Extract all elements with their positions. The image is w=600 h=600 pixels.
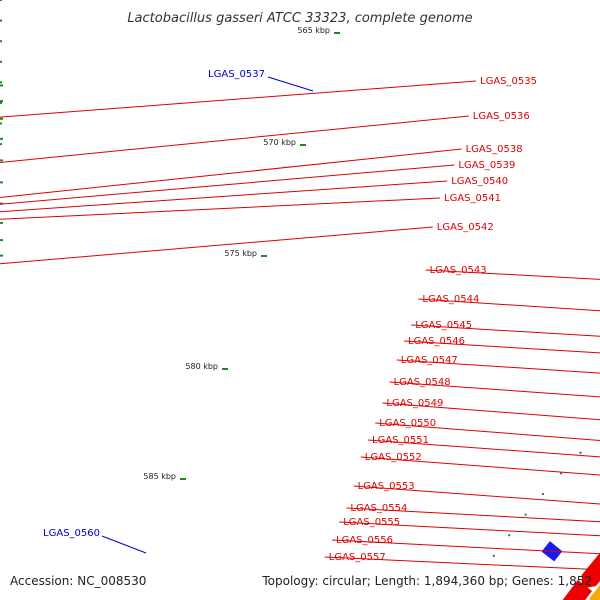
forward-gene-arrow (581, 552, 600, 589)
label-line (418, 298, 600, 312)
scale-tick (222, 368, 228, 370)
label-line (403, 340, 600, 354)
gene-labels: LGAS_0535 LGAS_0536 LGAS_0538 LGAS_0539 LGAS… (43, 69, 537, 563)
gc-tick (0, 239, 3, 242)
label-line (0, 226, 433, 265)
gene-label-lgas_0538[interactable]: LGAS_0538 (466, 144, 523, 155)
map-title: Lactobacillus gasseri ATCC 33323, comple… (127, 11, 472, 26)
label-line (353, 485, 600, 505)
gc-tick (0, 0, 2, 1)
gc-tick (0, 181, 3, 184)
gene-label-lgas_0544[interactable]: LGAS_0544 (422, 294, 479, 305)
gc-tick (0, 81, 2, 84)
cog-block (587, 583, 600, 600)
scale-label: 570 kbp (263, 138, 296, 147)
gc-tick (508, 534, 511, 537)
gc-tick (541, 493, 544, 495)
scale-tick (334, 32, 340, 34)
scale-tick (300, 144, 306, 146)
label-line (367, 439, 600, 458)
cog-track (588, 268, 600, 600)
gc-tick (0, 84, 3, 87)
label-line (346, 507, 600, 523)
gene-label-lgas_0556[interactable]: LGAS_0556 (336, 535, 393, 546)
label-line (0, 115, 469, 163)
label-line (360, 456, 600, 476)
gc-tick (0, 40, 2, 43)
gc-tick (0, 137, 3, 140)
gc-tick (579, 451, 582, 454)
gene-label-lgas_0551[interactable]: LGAS_0551 (372, 435, 429, 446)
gc-tick (524, 513, 527, 516)
label-line (0, 197, 441, 220)
gene-label-lgas_0546[interactable]: LGAS_0546 (408, 336, 465, 347)
label-line (382, 402, 600, 421)
label-line (0, 148, 462, 198)
gene-label-lgas_0541[interactable]: LGAS_0541 (444, 193, 501, 204)
gene-label-lgas_0557[interactable]: LGAS_0557 (329, 552, 386, 563)
gene-label-lgas_0550[interactable]: LGAS_0550 (379, 418, 436, 429)
gene-label-lgas_0549[interactable]: LGAS_0549 (386, 398, 443, 409)
gene-label-lgas_0543[interactable]: LGAS_0543 (430, 265, 487, 276)
gc-tick (0, 117, 3, 120)
label-line (339, 521, 600, 537)
label-lines (0, 76, 600, 571)
scale-label: 580 kbp (185, 362, 218, 371)
gc-tick (560, 472, 563, 475)
topology-text: Topology: circular; Length: 1,894,360 bp… (262, 574, 592, 588)
label-line (324, 556, 600, 571)
label-line (389, 381, 600, 398)
gene-label-lgas_0553[interactable]: LGAS_0553 (358, 481, 415, 492)
label-line (101, 535, 147, 554)
accession-text: Accession: NC_008530 (10, 574, 147, 588)
gene-label-lgas_0540[interactable]: LGAS_0540 (451, 176, 508, 187)
gene-label-lgas_0560[interactable]: LGAS_0560 (43, 528, 100, 539)
gene-label-lgas_0548[interactable]: LGAS_0548 (394, 377, 451, 388)
gc-tick (0, 19, 2, 22)
forward-gene-arrow (562, 579, 592, 600)
label-line (0, 180, 448, 213)
gc-tick (0, 221, 3, 224)
gene-label-lgas_0554[interactable]: LGAS_0554 (350, 503, 407, 514)
gc-tick (0, 143, 2, 146)
scale-label: 585 kbp (143, 472, 176, 481)
scale-labels: 565 kbp 570 kbp 575 kbp 580 kbp 585 kbp (143, 26, 340, 481)
label-line (0, 80, 477, 118)
label-line (425, 269, 600, 280)
gc-tick (0, 100, 3, 103)
label-line (267, 76, 314, 92)
gene-label-lgas_0542[interactable]: LGAS_0542 (437, 222, 494, 233)
gc-tick (492, 554, 495, 557)
gene-label-lgas_0536[interactable]: LGAS_0536 (473, 111, 530, 122)
gene-label-lgas_0537[interactable]: LGAS_0537 (208, 69, 265, 80)
gc-tick (0, 122, 2, 125)
gc-tick (0, 60, 2, 63)
label-line (411, 324, 600, 337)
gene-label-lgas_0539[interactable]: LGAS_0539 (458, 160, 515, 171)
gene-label-lgas_0552[interactable]: LGAS_0552 (365, 452, 422, 463)
scale-label: 575 kbp (224, 249, 257, 258)
label-line (375, 422, 600, 441)
gc-tick (0, 101, 2, 104)
gene-label-lgas_0545[interactable]: LGAS_0545 (415, 320, 472, 331)
label-line (396, 359, 600, 374)
gene-track (541, 541, 600, 600)
label-line (331, 539, 600, 555)
gene-label-lgas_0547[interactable]: LGAS_0547 (401, 355, 458, 366)
scale-tick (180, 478, 186, 480)
scale-label: 565 kbp (297, 26, 330, 35)
gc-tick (0, 159, 3, 162)
gene-label-lgas_0535[interactable]: LGAS_0535 (480, 76, 537, 87)
gc-tick (0, 254, 3, 257)
scale-tick (261, 255, 267, 257)
gene-label-lgas_0555[interactable]: LGAS_0555 (343, 517, 400, 528)
label-line (0, 164, 455, 205)
